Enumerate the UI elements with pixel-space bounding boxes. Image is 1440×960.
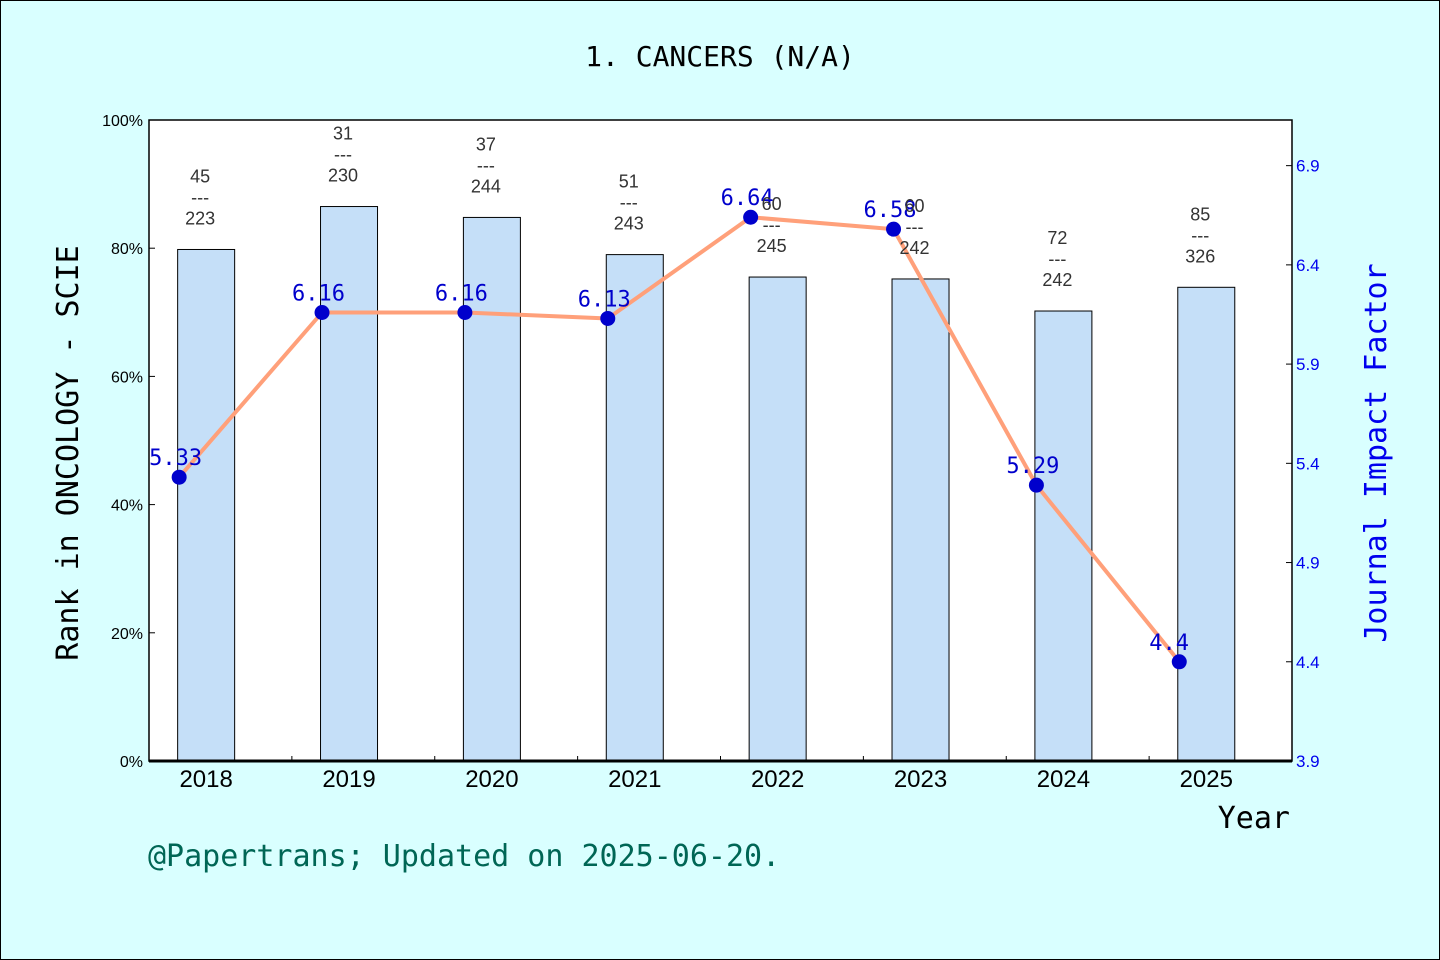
x-tick-label-2019: 2019 [322,766,375,793]
bar-2023 [891,278,950,762]
x-tick-label-2022: 2022 [751,766,804,793]
impact-factor-point-2024 [1028,477,1044,493]
y-axis-left-label: Rank in ONCOLOGY - SCIE [51,245,86,660]
rank-number-2022: 60 [762,194,782,214]
impact-factor-point-2018 [171,469,187,485]
rank-separator-2023: --- [906,217,924,237]
rank-total-2022: 245 [757,236,787,256]
x-tick-label-2025: 2025 [1180,766,1233,793]
y-right-tick-label: 5.9 [1296,355,1320,374]
rank-separator-2025: --- [1191,225,1209,245]
y-right-tick-label: 3.9 [1296,752,1320,771]
impact-factor-label-2023: 6.58 [864,198,917,223]
rank-number-2024: 72 [1047,228,1067,248]
impact-factor-label-2018: 5.33 [149,446,202,471]
x-tick-label-2018: 2018 [179,766,232,793]
rank-number-2023: 60 [905,196,925,216]
bar-2018 [177,248,236,762]
rank-separator-2021: --- [620,193,638,213]
impact-factor-line [177,215,1181,664]
impact-factor-label-2019: 6.16 [292,281,345,306]
x-tick-label-2023: 2023 [894,766,947,793]
impact-factor-point-2019 [314,304,330,320]
bars-layer [177,206,1236,762]
y-left-tick-label: 40% [111,498,143,515]
bar-2019 [320,206,379,762]
rank-total-2025: 326 [1185,246,1215,266]
rank-total-2023: 242 [900,238,930,258]
rank-number-2021: 51 [619,172,639,192]
bar-2020 [462,216,521,762]
rank-separator-2020: --- [477,155,495,175]
rank-number-2020: 37 [476,134,496,154]
x-tick-label-2024: 2024 [1037,766,1090,793]
impact-factor-label-2024: 5.29 [1006,454,1059,479]
rank-number-2018: 45 [190,166,210,186]
y-left-tick-label: 60% [111,369,143,386]
rank-total-2019: 230 [328,166,358,186]
bar-2025 [1177,286,1236,762]
impact-factor-point-2021 [600,310,616,326]
y-left-tick-label: 100% [102,113,143,130]
rank-total-2021: 243 [614,214,644,234]
rank-total-2024: 242 [1042,270,1072,290]
impact-factor-point-2025 [1171,654,1187,670]
y-right-tick-label: 5.4 [1296,454,1320,473]
impact-factor-point-2020 [457,304,473,320]
rank-number-2019: 31 [333,124,353,144]
rank-separator-2018: --- [191,187,209,207]
impact-factor-point-2022 [743,209,759,225]
rank-number-2025: 85 [1190,204,1210,224]
y-left-tick-label: 20% [111,626,143,643]
bar-2022 [748,276,807,762]
x-axis-label: Year [1218,801,1290,836]
y-axis-right-label: Journal Impact Factor [1359,263,1394,642]
impact-factor-label-2020: 6.16 [435,281,488,306]
bar-2021 [605,254,664,762]
rank-separator-2019: --- [334,145,352,165]
y-right-tick-label: 6.9 [1296,157,1320,176]
impact-factor-label-2021: 6.13 [578,287,631,312]
axes-layer: 0% 20% 40% 60% 80% 100% 3.9 4.4 4.9 5.4 5.9 6.4 6.9 2… [102,113,1320,793]
impact-factor-point-2023 [886,221,902,237]
rank-total-2020: 244 [471,176,501,196]
x-tick-label-2021: 2021 [608,766,661,793]
y-left-tick-label: 80% [111,241,143,258]
chart-title: 1. CANCERS (N/A) [585,40,855,73]
rank-separator-2022: --- [763,215,781,235]
x-tick-label-2020: 2020 [465,766,518,793]
y-left-tick-label: 0% [120,754,143,771]
impact-factor-label-2022: 6.64 [721,186,774,211]
y-right-tick-label: 6.4 [1296,256,1320,275]
line-layer: 5.33 6.16 6.16 6.13 6.64 6.58 5.29 4.4 [149,186,1189,670]
impact-factor-label-2025: 4.4 [1149,631,1189,656]
y-right-tick-label: 4.9 [1296,554,1320,573]
bar-2024 [1034,310,1093,762]
y-right-tick-label: 4.4 [1296,653,1320,672]
rank-separator-2024: --- [1048,249,1066,269]
footer-credit: @Papertrans; Updated on 2025-06-20. [148,839,780,874]
rank-total-2018: 223 [185,208,215,228]
